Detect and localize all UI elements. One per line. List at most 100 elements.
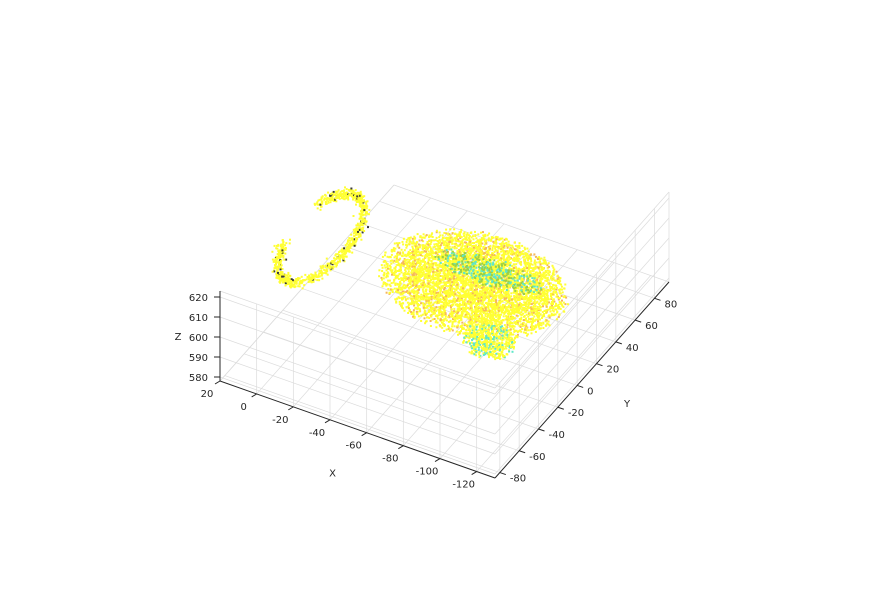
data-point bbox=[386, 266, 389, 268]
data-point bbox=[459, 253, 462, 256]
data-point bbox=[486, 264, 489, 267]
data-point bbox=[425, 234, 428, 237]
data-point bbox=[489, 256, 492, 259]
data-point bbox=[446, 278, 449, 281]
data-point bbox=[402, 265, 405, 267]
data-point bbox=[505, 307, 508, 310]
data-point bbox=[497, 326, 500, 329]
data-point bbox=[495, 261, 498, 264]
data-point bbox=[460, 240, 463, 243]
data-point bbox=[449, 256, 452, 259]
data-point bbox=[524, 274, 527, 277]
data-point bbox=[451, 329, 454, 332]
data-point bbox=[509, 244, 512, 247]
data-point bbox=[467, 248, 469, 250]
data-point bbox=[564, 303, 567, 306]
data-point bbox=[429, 271, 431, 274]
data-point bbox=[449, 284, 452, 287]
data-point bbox=[453, 261, 456, 264]
data-point bbox=[481, 307, 484, 310]
data-point bbox=[516, 321, 519, 324]
data-point bbox=[500, 309, 503, 312]
data-point bbox=[415, 276, 418, 279]
data-point bbox=[480, 317, 483, 320]
data-point bbox=[486, 271, 489, 274]
data-point bbox=[508, 299, 511, 302]
data-point bbox=[547, 323, 550, 326]
data-point bbox=[434, 239, 437, 242]
data-point bbox=[408, 310, 411, 313]
data-point bbox=[391, 269, 394, 272]
data-point bbox=[410, 251, 413, 254]
data-point bbox=[505, 297, 508, 300]
data-point bbox=[513, 289, 516, 292]
data-point bbox=[459, 279, 462, 282]
data-point bbox=[498, 280, 501, 283]
data-point bbox=[428, 308, 431, 311]
data-point bbox=[538, 270, 541, 273]
data-point bbox=[465, 303, 468, 306]
data-point bbox=[441, 296, 444, 298]
data-point bbox=[401, 298, 403, 301]
data-point bbox=[526, 333, 529, 336]
pane-border bbox=[219, 290, 496, 389]
data-point bbox=[444, 299, 447, 302]
data-point bbox=[462, 277, 465, 280]
data-point bbox=[393, 242, 396, 245]
data-point bbox=[521, 309, 524, 311]
data-point bbox=[475, 273, 478, 276]
data-point bbox=[459, 278, 462, 281]
data-point bbox=[476, 302, 478, 305]
data-point bbox=[512, 246, 515, 249]
data-point bbox=[428, 234, 431, 237]
data-point bbox=[426, 246, 429, 249]
data-point bbox=[511, 311, 514, 314]
data-point bbox=[479, 309, 482, 312]
data-point bbox=[494, 306, 497, 309]
data-point bbox=[452, 295, 455, 298]
data-point bbox=[414, 262, 417, 265]
data-point bbox=[410, 294, 413, 297]
data-point bbox=[479, 302, 482, 305]
data-point bbox=[422, 271, 425, 274]
data-point bbox=[511, 282, 514, 285]
data-point bbox=[453, 283, 456, 286]
data-point bbox=[556, 304, 559, 307]
data-point bbox=[394, 255, 397, 258]
data-point bbox=[389, 259, 392, 262]
data-point bbox=[542, 282, 545, 285]
data-point bbox=[452, 298, 455, 301]
data-point bbox=[514, 252, 517, 254]
data-point bbox=[449, 261, 452, 264]
data-point bbox=[477, 314, 480, 317]
data-point bbox=[458, 249, 461, 251]
data-point bbox=[400, 296, 403, 299]
data-point bbox=[522, 319, 525, 322]
data-point bbox=[471, 323, 474, 326]
data-point bbox=[504, 258, 507, 261]
data-point bbox=[505, 294, 508, 297]
pane-border bbox=[494, 191, 670, 389]
data-point bbox=[461, 299, 464, 302]
data-point bbox=[500, 327, 503, 330]
data-point bbox=[470, 280, 473, 283]
data-point bbox=[482, 317, 485, 320]
data-point bbox=[432, 270, 435, 273]
data-point bbox=[432, 239, 435, 242]
data-point bbox=[439, 244, 442, 247]
data-point bbox=[521, 328, 523, 330]
data-point bbox=[491, 292, 494, 295]
data-point bbox=[410, 271, 413, 274]
data-point bbox=[495, 303, 498, 306]
data-point bbox=[390, 270, 393, 273]
data-point bbox=[511, 268, 514, 270]
data-point bbox=[529, 298, 532, 301]
data-point bbox=[502, 256, 505, 259]
data-point bbox=[463, 307, 466, 310]
data-point bbox=[487, 333, 490, 336]
data-point bbox=[460, 297, 463, 300]
data-point bbox=[520, 283, 523, 286]
data-point bbox=[441, 301, 443, 304]
data-point bbox=[441, 326, 444, 329]
data-point bbox=[438, 238, 441, 241]
